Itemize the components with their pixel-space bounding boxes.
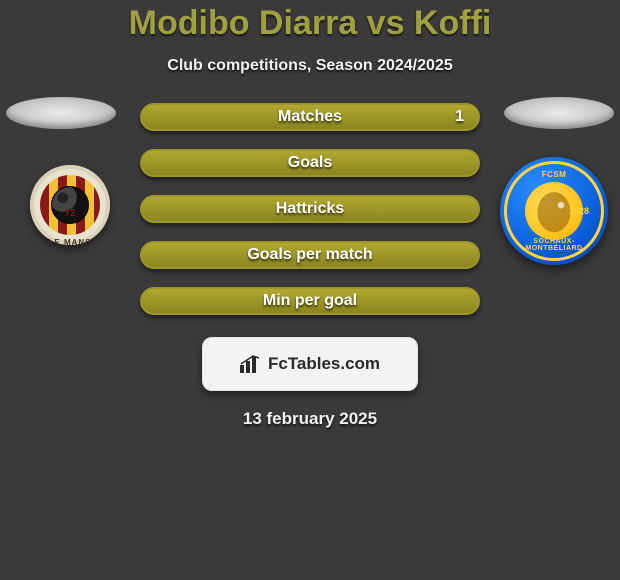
attribution-text: FcTables.com	[268, 354, 380, 374]
player-left-silhouette	[6, 97, 116, 129]
stat-bar: Matches 1	[140, 103, 480, 131]
page-subtitle: Club competitions, Season 2024/2025	[0, 57, 620, 75]
club-badge-right: FCSM SOCHAUX-MONTBÉLIARD 1928	[500, 157, 608, 265]
stat-bar: Goals per match	[140, 241, 480, 269]
lemans-stripes: 72	[40, 175, 100, 235]
comparison-card: Modibo Diarra vs Koffi Club competitions…	[0, 0, 620, 429]
sochaux-bottom-label: SOCHAUX-MONTBÉLIARD	[507, 238, 601, 252]
stat-label: Min per goal	[263, 289, 357, 313]
stat-label: Matches	[278, 105, 342, 129]
player-right-silhouette	[504, 97, 614, 129]
stat-bar: Hattricks	[140, 195, 480, 223]
sochaux-year-label: 1928	[569, 206, 589, 216]
stat-bar: Goals	[140, 149, 480, 177]
stat-value-right: 1	[441, 105, 478, 129]
comparison-body: 72 LE MANS FCSM SOCHAUX-MONTBÉLIARD 1928…	[0, 103, 620, 429]
stat-bar: Min per goal	[140, 287, 480, 315]
attribution-badge: FcTables.com	[202, 337, 418, 391]
stat-label: Hattricks	[276, 197, 344, 221]
bar-chart-icon	[240, 355, 262, 373]
sochaux-top-label: FCSM	[507, 170, 601, 179]
page-title: Modibo Diarra vs Koffi	[0, 4, 620, 43]
stat-label: Goals per match	[247, 243, 372, 267]
football-icon: 72	[51, 186, 89, 224]
lemans-72-label: 72	[64, 208, 75, 219]
lemans-name-label: LE MANS	[30, 238, 110, 245]
stat-label: Goals	[288, 151, 332, 175]
stat-bar-list: Matches 1 Goals Hattricks Goals per match Min…	[140, 103, 480, 315]
club-badge-left: 72 LE MANS	[30, 165, 110, 245]
snapshot-date: 13 february 2025	[0, 409, 620, 429]
sochaux-ring: FCSM SOCHAUX-MONTBÉLIARD 1928	[504, 161, 604, 261]
